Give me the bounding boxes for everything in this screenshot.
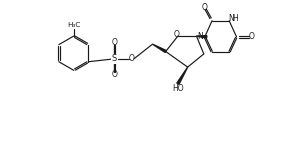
Text: O: O [174, 30, 180, 39]
Text: S: S [112, 54, 117, 63]
Polygon shape [177, 67, 188, 84]
Text: O: O [111, 70, 118, 79]
Text: O: O [129, 54, 134, 63]
Text: HO: HO [172, 84, 184, 93]
Text: N: N [228, 14, 233, 23]
Text: H₃C: H₃C [67, 22, 80, 28]
Polygon shape [196, 36, 207, 38]
Text: O: O [202, 3, 208, 12]
Text: H: H [232, 14, 238, 23]
Text: O: O [248, 32, 254, 41]
Text: N: N [197, 32, 203, 41]
Polygon shape [152, 44, 166, 52]
Text: O: O [111, 38, 118, 47]
